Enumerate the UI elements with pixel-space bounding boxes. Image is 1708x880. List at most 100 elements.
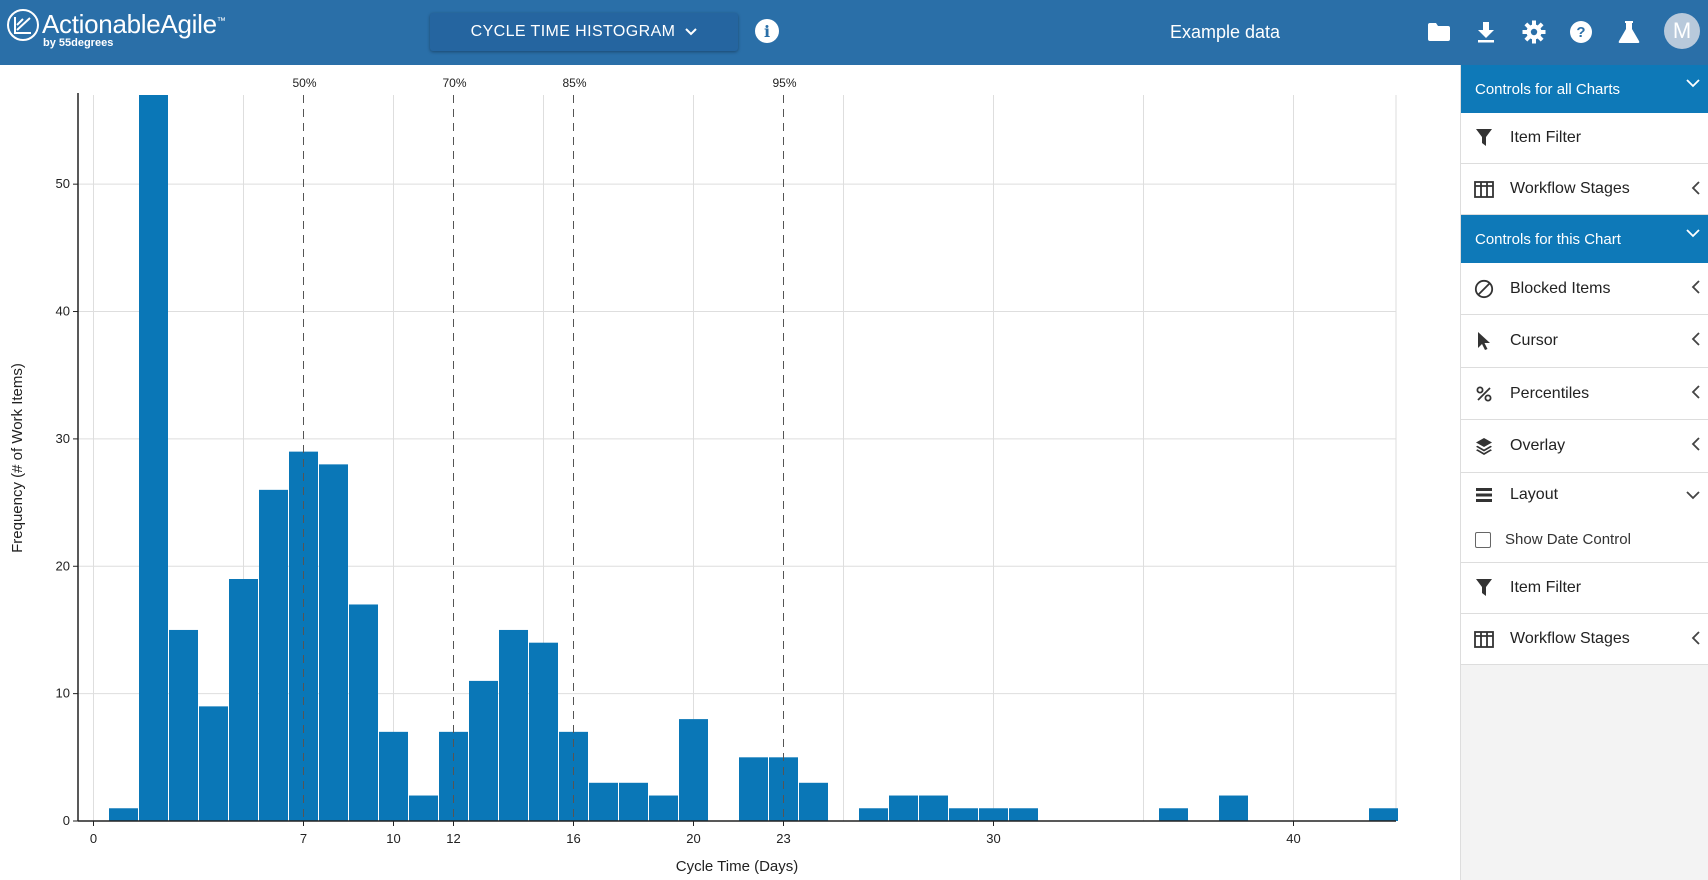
histogram-bar bbox=[349, 604, 378, 821]
histogram-bar bbox=[139, 95, 168, 821]
user-avatar[interactable]: M bbox=[1664, 13, 1700, 49]
download-icon[interactable] bbox=[1472, 18, 1500, 46]
dataset-name: Example data bbox=[1169, 22, 1281, 42]
histogram-svg: 50% 70% 85% 95% 0 10 20 30 40 50 0 7 10 12 16 20 23 30 40… bbox=[9, 76, 1398, 875]
show-date-control-option[interactable]: Show Date Control bbox=[1461, 517, 1708, 562]
all-charts-controls-title: Controls for all Charts bbox=[1475, 80, 1621, 98]
chevron-down-icon bbox=[1686, 229, 1700, 238]
x-tick-label: 20 bbox=[686, 831, 700, 846]
x-tick-label: 12 bbox=[446, 831, 460, 846]
histogram-bar bbox=[619, 782, 648, 821]
y-tick-label: 10 bbox=[56, 686, 70, 701]
histogram-bar bbox=[1369, 808, 1398, 821]
y-tick-label: 20 bbox=[56, 558, 70, 573]
percentile-label: 85% bbox=[562, 76, 586, 90]
chart-axes: 0 10 20 30 40 50 0 7 10 12 16 20 23 30 40 bbox=[56, 93, 1396, 846]
brand-subtitle: by 55degrees bbox=[43, 37, 114, 49]
layout-label: Layout bbox=[1510, 486, 1559, 503]
x-tick-label: 30 bbox=[986, 831, 1000, 846]
chevron-down-icon bbox=[1686, 491, 1700, 500]
chevron-left-icon bbox=[1691, 437, 1700, 451]
percentile-lines: 50% 70% 85% 95% bbox=[292, 76, 797, 821]
layout-control[interactable]: Layout bbox=[1461, 473, 1708, 517]
item-filter-control-2[interactable]: Item Filter bbox=[1461, 563, 1708, 614]
x-tick-label: 40 bbox=[1286, 831, 1300, 846]
cycle-time-histogram: 50% 70% 85% 95% 0 10 20 30 40 50 0 7 10 12 16 20 23 30 40… bbox=[0, 65, 1460, 880]
histogram-bar bbox=[679, 719, 708, 821]
columns-icon bbox=[1474, 629, 1494, 649]
overlay-control[interactable]: Overlay bbox=[1461, 420, 1708, 473]
brand-name: ActionableAgile™ bbox=[42, 9, 226, 39]
chevron-left-icon bbox=[1691, 631, 1700, 645]
x-tick-label: 16 bbox=[566, 831, 580, 846]
chevron-left-icon bbox=[1691, 332, 1700, 346]
percentile-label: 95% bbox=[772, 76, 796, 90]
histogram-bar bbox=[949, 808, 978, 821]
x-tick-label: 10 bbox=[386, 831, 400, 846]
logo-mark-icon bbox=[7, 9, 39, 41]
percentile-label: 50% bbox=[292, 76, 316, 90]
histogram-bar bbox=[499, 629, 528, 821]
flask-icon[interactable] bbox=[1615, 18, 1643, 46]
x-tick-label: 0 bbox=[90, 831, 97, 846]
histogram-bar bbox=[889, 795, 918, 821]
histogram-bar bbox=[1159, 808, 1188, 821]
workflow-stages-control[interactable]: Workflow Stages bbox=[1461, 164, 1708, 215]
histogram-bar bbox=[589, 782, 618, 821]
y-tick-label: 40 bbox=[56, 304, 70, 319]
workflow-stages-label: Workflow Stages bbox=[1510, 180, 1630, 197]
x-tick-label: 7 bbox=[300, 831, 307, 846]
blocked-items-label: Blocked Items bbox=[1510, 279, 1611, 297]
blocked-icon bbox=[1474, 279, 1494, 299]
layout-control-group: Layout Show Date Control bbox=[1461, 473, 1708, 563]
chevron-down-icon bbox=[685, 28, 698, 36]
y-tick-label: 50 bbox=[56, 176, 70, 191]
histogram-bar bbox=[469, 680, 498, 821]
workflow-stages-label: Workflow Stages bbox=[1510, 630, 1630, 647]
y-tick-label: 30 bbox=[56, 431, 70, 446]
folder-icon[interactable] bbox=[1425, 18, 1453, 46]
help-icon[interactable]: ? bbox=[1567, 18, 1595, 46]
y-tick-label: 0 bbox=[63, 813, 70, 828]
y-axis-title: Frequency (# of Work Items) bbox=[9, 363, 26, 553]
cursor-label: Cursor bbox=[1510, 332, 1559, 349]
chevron-down-icon bbox=[1686, 79, 1700, 88]
this-chart-controls-header[interactable]: Controls for this Chart bbox=[1461, 215, 1708, 263]
histogram-bar bbox=[1009, 808, 1038, 821]
blocked-items-control[interactable]: Blocked Items bbox=[1461, 263, 1708, 315]
histogram-bar bbox=[859, 808, 888, 821]
chevron-left-icon bbox=[1691, 280, 1700, 294]
gear-icon[interactable] bbox=[1520, 18, 1548, 46]
cursor-control[interactable]: Cursor bbox=[1461, 315, 1708, 368]
layout-icon bbox=[1474, 485, 1494, 505]
chevron-left-icon bbox=[1691, 181, 1700, 195]
chevron-left-icon bbox=[1691, 385, 1700, 399]
histogram-bar bbox=[199, 706, 228, 821]
overlay-label: Overlay bbox=[1510, 437, 1566, 454]
percentiles-control[interactable]: Percentiles bbox=[1461, 368, 1708, 420]
histogram-bar bbox=[379, 731, 408, 821]
histogram-bar bbox=[409, 795, 438, 821]
svg-text:?: ? bbox=[1576, 24, 1585, 41]
histogram-bar bbox=[739, 757, 768, 821]
histogram-bar bbox=[529, 642, 558, 821]
histogram-bar bbox=[109, 808, 138, 821]
all-charts-controls-header[interactable]: Controls for all Charts bbox=[1461, 65, 1708, 113]
controls-sidebar: Controls for all Charts Item Filter Work… bbox=[1460, 65, 1708, 880]
percent-icon bbox=[1474, 384, 1494, 404]
app-logo[interactable]: ActionableAgile™ by 55degrees bbox=[6, 6, 246, 50]
workflow-stages-control-2[interactable]: Workflow Stages bbox=[1461, 614, 1708, 665]
cursor-icon bbox=[1474, 331, 1494, 351]
info-icon[interactable]: i bbox=[755, 19, 779, 43]
item-filter-control[interactable]: Item Filter bbox=[1461, 113, 1708, 164]
filter-icon bbox=[1474, 128, 1494, 148]
chart-type-label: CYCLE TIME HISTOGRAM bbox=[470, 23, 676, 40]
histogram-bar bbox=[919, 795, 948, 821]
show-date-control-label: Show Date Control bbox=[1505, 531, 1631, 548]
histogram-bar bbox=[799, 782, 828, 821]
chart-type-select[interactable]: CYCLE TIME HISTOGRAM bbox=[430, 13, 738, 51]
item-filter-label: Item Filter bbox=[1510, 579, 1582, 596]
histogram-bar bbox=[169, 629, 198, 821]
histogram-bar bbox=[259, 489, 288, 821]
show-date-control-checkbox[interactable] bbox=[1475, 531, 1491, 548]
